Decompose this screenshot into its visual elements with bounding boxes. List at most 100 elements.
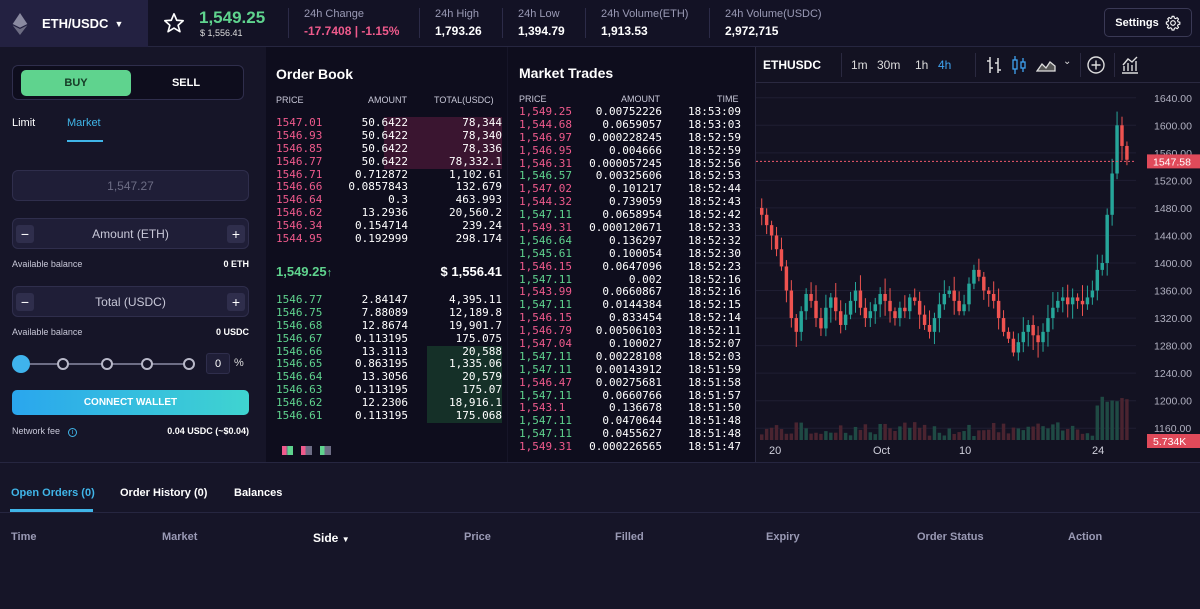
ask-row[interactable]: 1546.34 0.154714 239.24 — [276, 219, 502, 233]
bid-row[interactable]: 1546.68 12.8674 19,901.7 — [276, 319, 502, 333]
col-price[interactable]: Price — [464, 531, 491, 543]
candle-body — [1001, 318, 1006, 332]
order-book-asks-icon[interactable] — [301, 446, 312, 455]
chevron-down-icon[interactable]: ⌄ — [1063, 56, 1072, 67]
ask-row[interactable]: 1547.01 50.6422 78,344 — [276, 116, 502, 130]
trade-row[interactable]: 1,544.68 0.0659057 18:53:03 — [519, 118, 741, 132]
trade-row[interactable]: 1,546.64 0.136297 18:52:32 — [519, 234, 741, 248]
tab-market[interactable]: Market — [67, 117, 101, 129]
trade-row[interactable]: 1,547.11 0.0660766 18:51:57 — [519, 389, 741, 403]
decrease-amount-button[interactable]: − — [16, 225, 34, 243]
bid-row[interactable]: 1546.62 12.2306 18,916.1 — [276, 396, 502, 411]
tab-open-orders[interactable]: Open Orders (0) — [11, 487, 95, 499]
trade-row[interactable]: 1,546.15 0.0647096 18:52:23 — [519, 260, 741, 274]
timeframe-1h[interactable]: 1h — [915, 58, 929, 72]
slider-step-25[interactable] — [57, 358, 69, 370]
add-indicator-icon[interactable] — [1086, 55, 1106, 75]
amount-field[interactable]: − Amount (ETH) + — [12, 218, 249, 249]
col-expiry[interactable]: Expiry — [766, 531, 800, 543]
ask-row[interactable]: 1546.85 50.6422 78,336 — [276, 142, 502, 156]
area-style-icon[interactable] — [1036, 55, 1056, 75]
trade-row[interactable]: 1,547.11 0.0144384 18:52:15 — [519, 298, 741, 312]
ask-row[interactable]: 1546.64 0.3 463.993 — [276, 193, 502, 207]
trade-price: 1,547.11 — [519, 414, 572, 428]
trade-row[interactable]: 1,543.1 0.136678 18:51:50 — [519, 402, 741, 415]
bid-row[interactable]: 1546.75 7.88089 12,189.8 — [276, 306, 502, 320]
trade-row[interactable]: 1,547.02 0.101217 18:52:44 — [519, 182, 741, 196]
increase-total-button[interactable]: + — [227, 293, 245, 311]
ask-row[interactable]: 1546.62 13.2936 20,560.2 — [276, 206, 502, 220]
sell-tab[interactable]: SELL — [171, 77, 201, 89]
order-book-bids-icon[interactable] — [320, 446, 331, 455]
trade-row[interactable]: 1,547.11 0.0658954 18:52:42 — [519, 208, 741, 222]
trade-row[interactable]: 1,546.47 0.00275681 18:51:58 — [519, 376, 741, 390]
slider-step-100[interactable] — [183, 358, 195, 370]
trade-row[interactable]: 1,547.11 0.00143912 18:51:59 — [519, 363, 741, 377]
bar-style-icon[interactable] — [985, 55, 1003, 75]
decrease-total-button[interactable]: − — [16, 293, 34, 311]
candlestick-plot[interactable]: 1640.001600.001560.001520.001480.001440.… — [756, 84, 1200, 462]
trade-row[interactable]: 1,547.11 0.0470644 18:51:48 — [519, 414, 741, 428]
bid-row[interactable]: 1546.63 0.113195 175.07 — [276, 383, 502, 398]
timeframe-4h[interactable]: 4h — [938, 58, 952, 72]
col-filled[interactable]: Filled — [615, 531, 644, 543]
slider-step-75[interactable] — [141, 358, 153, 370]
trade-row[interactable]: 1,543.99 0.0660867 18:52:16 — [519, 286, 741, 299]
ask-row[interactable]: 1546.71 0.712872 1,102.61 — [276, 168, 502, 182]
trade-row[interactable]: 1,546.57 0.00325606 18:52:53 — [519, 170, 741, 183]
settings-button[interactable]: Settings — [1104, 8, 1192, 37]
trade-row[interactable]: 1,544.32 0.739059 18:52:43 — [519, 195, 741, 209]
ask-row[interactable]: 1546.66 0.0857843 132.679 — [276, 181, 502, 194]
trade-row[interactable]: 1,546.15 0.833454 18:52:14 — [519, 311, 741, 325]
volume-bar — [1100, 396, 1104, 440]
buy-tab[interactable]: BUY — [21, 70, 131, 96]
trade-price: 1,547.02 — [519, 182, 572, 196]
percent-slider[interactable] — [12, 355, 197, 373]
star-icon[interactable] — [163, 12, 185, 34]
trade-row[interactable]: 1,545.61 0.100054 18:52:30 — [519, 247, 741, 261]
ask-row[interactable]: 1546.93 50.6422 78,340 — [276, 129, 502, 143]
candle-style-icon[interactable] — [1011, 55, 1027, 75]
col-side[interactable]: Side ▼ — [313, 531, 350, 545]
col-action[interactable]: Action — [1068, 531, 1103, 543]
info-icon[interactable]: i — [68, 428, 78, 437]
trade-row[interactable]: 1,549.31 0.000120671 18:52:33 — [519, 221, 741, 235]
bid-row[interactable]: 1546.67 0.113195 175.075 — [276, 332, 502, 346]
col-market[interactable]: Market — [162, 531, 198, 543]
increase-amount-button[interactable]: + — [227, 225, 245, 243]
trade-row[interactable]: 1,546.95 0.004666 18:52:59 — [519, 144, 741, 158]
pair-selector[interactable]: ETH/USDC ▼ — [0, 0, 148, 47]
ask-row[interactable]: 1544.95 0.192999 298.174 — [276, 232, 502, 246]
trade-row[interactable]: 1,546.97 0.000228245 18:52:59 — [519, 131, 741, 145]
trade-row[interactable]: 1,547.11 0.0455627 18:51:48 — [519, 427, 741, 441]
ask-row[interactable]: 1546.77 50.6422 78,332.1 — [276, 155, 502, 169]
total-field[interactable]: − Total (USDC) + — [12, 286, 249, 317]
slider-handle[interactable] — [12, 355, 30, 373]
trade-row[interactable]: 1,549.31 0.000226565 18:51:47 — [519, 440, 741, 454]
trade-row[interactable]: 1,547.04 0.100027 18:52:07 — [519, 337, 741, 351]
bid-row[interactable]: 1546.77 2.84147 4,395.11 — [276, 293, 502, 307]
tab-limit[interactable]: Limit — [12, 117, 36, 129]
col-order-status[interactable]: Order Status — [917, 531, 984, 543]
timeframe-1m[interactable]: 1m — [851, 58, 868, 72]
order-book-both-icon[interactable] — [282, 446, 293, 455]
price-field[interactable]: 1,547.27 — [12, 170, 249, 201]
trade-row[interactable]: 1,547.11 0.00228108 18:52:03 — [519, 350, 741, 364]
bid-row[interactable]: 1546.64 13.3056 20,579 — [276, 370, 502, 385]
trade-row[interactable]: 1,549.25 0.00752226 18:53:09 — [519, 105, 741, 119]
bid-row[interactable]: 1546.66 13.3113 20,588 — [276, 345, 502, 359]
trade-row[interactable]: 1,546.31 0.000057245 18:52:56 — [519, 157, 741, 171]
tab-balances[interactable]: Balances — [234, 487, 283, 499]
percent-input[interactable]: 0 — [206, 353, 230, 374]
connect-wallet-button[interactable]: CONNECT WALLET — [12, 390, 249, 415]
trade-row[interactable]: 1,547.11 0.002 18:52:16 — [519, 273, 741, 287]
timeframe-30m[interactable]: 30m — [877, 58, 901, 72]
chart-indicators-icon[interactable] — [1120, 55, 1140, 75]
tab-order-history[interactable]: Order History (0) — [120, 487, 208, 499]
trade-row[interactable]: 1,546.79 0.00506103 18:52:11 — [519, 324, 741, 338]
bid-row[interactable]: 1546.61 0.113195 175.068 — [276, 409, 502, 423]
tradingview-logo-icon[interactable] — [761, 456, 791, 462]
col-time[interactable]: Time — [11, 531, 37, 543]
bid-row[interactable]: 1546.65 0.863195 1,335.06 — [276, 358, 502, 372]
slider-step-50[interactable] — [101, 358, 113, 370]
